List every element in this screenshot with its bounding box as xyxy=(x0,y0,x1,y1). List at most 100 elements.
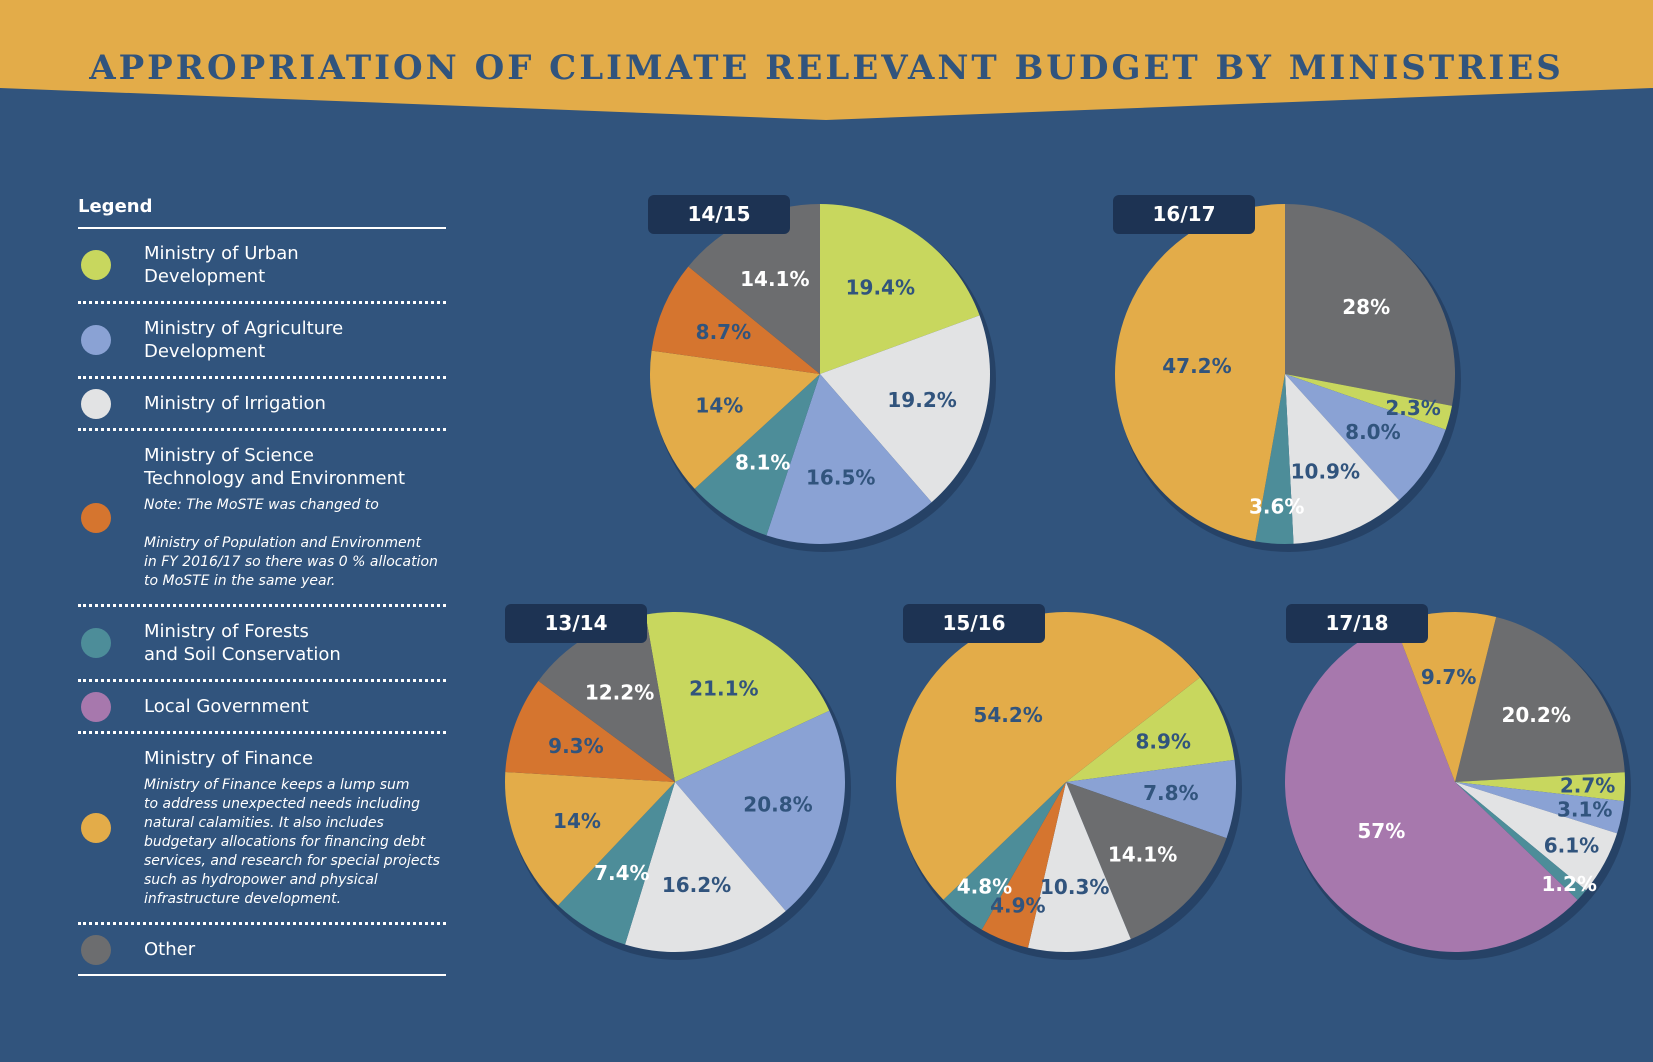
slice-label-agri: 16.5% xyxy=(806,465,875,489)
page-title: APPROPRIATION OF CLIMATE RELEVANT BUDGET… xyxy=(89,48,1564,88)
slice-label-agri: 3.1% xyxy=(1557,798,1612,822)
pie-slice-moste xyxy=(981,782,1066,948)
legend-item-other: Other xyxy=(78,925,446,976)
pie-slice-moste xyxy=(505,680,675,782)
pie-slice-local xyxy=(1285,623,1578,952)
legend-swatch-agri xyxy=(81,325,111,355)
slice-label-irrig: 16.2% xyxy=(662,873,731,897)
legend-item-moste: Ministry of Science Technology and Envir… xyxy=(78,431,446,607)
slice-label-agri: 20.8% xyxy=(743,792,812,816)
legend-label-local: Local Government xyxy=(144,696,309,717)
pie-slice-other xyxy=(538,614,675,782)
pie-slice-urban xyxy=(645,612,830,782)
pie-slice-urban xyxy=(1285,374,1452,430)
legend-item-agri: Ministry of Agriculture Development xyxy=(78,304,446,379)
pie-svg: 21.1% 20.8% 16.2% 7.4% 14% 9.3% 12.2% xyxy=(505,612,851,960)
slice-label-irrig: 10.9% xyxy=(1291,459,1360,483)
slice-label-forest: 1.2% xyxy=(1541,872,1596,896)
pie-slice-forest xyxy=(558,782,675,945)
slice-label-urban: 2.7% xyxy=(1560,774,1615,798)
slice-label-forest: 3.6% xyxy=(1249,494,1304,518)
legend-label-irrig: Ministry of Irrigation xyxy=(144,393,326,414)
pie-slice-agri xyxy=(1455,782,1624,834)
legend-swatch-finance xyxy=(81,813,111,843)
pie-chart-17-18: 20.2% 2.7% 3.1% 6.1% 1.2% 57% 9.7% xyxy=(1273,600,1637,964)
slice-label-urban: 2.3% xyxy=(1385,396,1440,420)
pie-slice-irrig xyxy=(820,315,990,503)
legend-items: Ministry of Urban Development Ministry of… xyxy=(78,229,446,976)
pie-slice-irrig xyxy=(1028,782,1131,952)
pie-slice-finance xyxy=(505,772,675,906)
legend-label-agri: Ministry of Agriculture Development xyxy=(144,318,344,362)
slice-label-finance: 14% xyxy=(553,809,601,833)
slice-label-irrig: 6.1% xyxy=(1544,833,1599,857)
pie-chart-13-14: 21.1% 20.8% 16.2% 7.4% 14% 9.3% 12.2% xyxy=(493,600,857,964)
slice-label-urban: 8.9% xyxy=(1135,729,1190,753)
pie-slice-moste xyxy=(651,266,820,374)
slice-label-finance: 14% xyxy=(695,393,743,417)
legend-label-other: Other xyxy=(144,939,196,960)
year-tag-15-16: 15/16 xyxy=(903,604,1045,643)
slice-label-other: 28% xyxy=(1342,295,1390,319)
slice-label-urban: 21.1% xyxy=(689,677,758,701)
pie-slice-forest xyxy=(1255,374,1294,544)
pie-slice-finance xyxy=(650,350,820,489)
legend-note-finance: Ministry of Finance keeps a lump sum to … xyxy=(144,777,440,907)
legend-label-urban: Ministry of Urban Development xyxy=(144,243,299,287)
slice-label-finance: 47.2% xyxy=(1162,354,1231,378)
slice-label-forest: 7.4% xyxy=(594,861,649,885)
pie-slice-other xyxy=(1285,204,1455,406)
pie-slice-finance xyxy=(896,612,1200,900)
legend-swatch-moste xyxy=(81,502,111,533)
pie-slice-forest xyxy=(694,374,820,536)
year-tag-16-17: 16/17 xyxy=(1113,195,1255,234)
slice-label-irrig: 10.3% xyxy=(1040,875,1109,899)
pie-slice-finance xyxy=(1394,612,1497,782)
legend-item-finance: Ministry of Finance Ministry of Finance k… xyxy=(78,734,446,925)
legend-label-forest: Ministry of Forests and Soil Conservatio… xyxy=(144,621,341,665)
slice-label-agri: 7.8% xyxy=(1143,781,1198,805)
pie-slice-urban xyxy=(820,204,980,374)
slice-label-finance: 9.7% xyxy=(1421,665,1476,689)
slice-label-other: 20.2% xyxy=(1501,703,1570,727)
pie-slice-other xyxy=(1066,782,1227,940)
legend-item-local: Local Government xyxy=(78,682,446,734)
pie-slice-urban xyxy=(1066,677,1235,782)
year-tag-13-14: 13/14 xyxy=(505,604,647,643)
pie-slice-other xyxy=(1455,617,1625,782)
pie-chart-15-16: 8.9% 7.8% 14.1% 10.3% 4.9% 4.8% 54.2% xyxy=(884,600,1248,964)
slice-label-moste: 9.3% xyxy=(548,734,603,758)
legend: Legend Ministry of Urban Development Mini… xyxy=(78,196,446,976)
slice-label-other: 12.2% xyxy=(585,680,654,704)
pie-chart-14-15: 19.4% 19.2% 16.5% 8.1% 14% 8.7% 14.1% xyxy=(638,192,1002,556)
pie-slice-urban xyxy=(1455,772,1625,802)
legend-label-finance: Ministry of Finance xyxy=(144,748,314,769)
legend-label-moste: Ministry of Science Technology and Envir… xyxy=(144,445,406,489)
legend-swatch-urban xyxy=(81,250,111,280)
legend-heading: Legend xyxy=(78,196,153,217)
year-tag-14-15: 14/15 xyxy=(648,195,790,234)
title-banner xyxy=(0,0,1653,120)
pie-svg: 19.4% 19.2% 16.5% 8.1% 14% 8.7% 14.1% xyxy=(650,204,996,552)
pie-slice-agri xyxy=(675,710,845,911)
slice-label-local: 57% xyxy=(1357,819,1405,843)
pie-svg: 20.2% 2.7%3.1% 6.1% 1.2% 57% 9.7% xyxy=(1285,612,1631,960)
pie-slice-irrig xyxy=(1455,782,1618,891)
slice-label-agri: 8.0% xyxy=(1345,420,1400,444)
legend-swatch-irrig xyxy=(81,388,111,419)
year-tag-17-18: 17/18 xyxy=(1286,604,1428,643)
legend-swatch-local xyxy=(81,691,111,722)
pie-slice-forest xyxy=(1455,782,1587,900)
pie-slice-irrig xyxy=(1285,374,1400,544)
slice-label-urban: 19.4% xyxy=(846,276,915,300)
slice-label-other: 14.1% xyxy=(1108,842,1177,866)
legend-item-forest: Ministry of Forests and Soil Conservatio… xyxy=(78,607,446,682)
legend-divider xyxy=(78,227,446,229)
slice-label-other: 14.1% xyxy=(740,267,809,291)
slice-label-forest: 8.1% xyxy=(735,450,790,474)
pie-svg: 8.9% 7.8% 14.1% 10.3%4.9%4.8% 54.2% xyxy=(896,612,1242,960)
slice-label-moste: 8.7% xyxy=(696,320,751,344)
pie-slice-agri xyxy=(1285,374,1446,501)
legend-note-moste: Note: The MoSTE was changed to Ministry … xyxy=(144,497,438,589)
